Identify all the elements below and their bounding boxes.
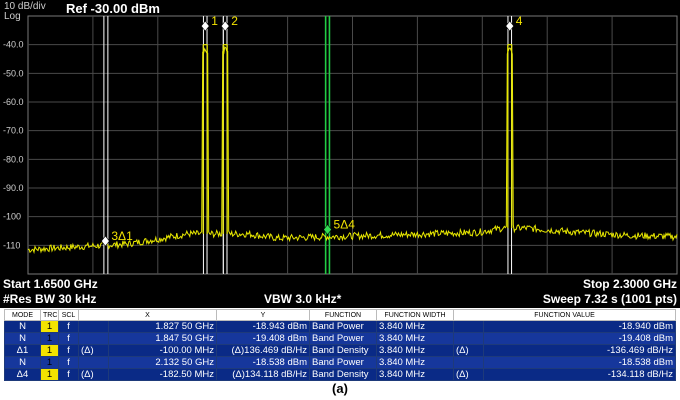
cell-function-value: -134.118 dB/Hz — [483, 368, 676, 381]
cell-function-width: 3.840 MHz — [376, 320, 455, 333]
cell-y: -18.943 dBm — [216, 320, 311, 333]
cell-x: 1.827 50 GHz — [107, 320, 218, 333]
cell-scl: f — [58, 344, 79, 357]
marker-label: 1 — [211, 14, 218, 28]
cell-function: Band Power — [309, 320, 378, 333]
analyzer-screen: -40.0 -50.0 -60.0 -70.0 -80.0 -90.0 -100 -110 1 2… — [0, 0, 680, 308]
cell-function-value: -18.940 dBm — [483, 320, 676, 333]
header-scl: SCL — [58, 309, 79, 321]
y-tick-label: -70.0 — [3, 126, 24, 136]
cell-y: (Δ)134.118 dB/Hz — [216, 368, 311, 381]
cell-value-prefix — [453, 320, 485, 333]
cell-function-value: -136.469 dB/Hz — [483, 344, 676, 357]
cell-trc: 1 — [40, 320, 59, 333]
header-function-width: FUNCTION WIDTH — [376, 309, 455, 321]
cell-value-prefix — [453, 356, 485, 369]
sweep: Sweep 7.32 s (1001 pts) — [542, 292, 677, 306]
header-mode: MODE — [4, 309, 41, 321]
cell-function: Band Power — [309, 356, 378, 369]
y-tick-label: -60.0 — [3, 97, 24, 107]
vbw: VBW 3.0 kHz* — [264, 292, 342, 306]
res-bw: #Res BW 30 kHz — [3, 292, 97, 306]
cell-trc: 1 — [40, 368, 59, 381]
table-row[interactable]: N 1 f 1.847 50 GHz -19.408 dBm Band Powe… — [4, 332, 676, 345]
cell-x-prefix — [78, 332, 109, 345]
cell-x: -100.00 MHz — [107, 344, 218, 357]
header-x: X — [77, 309, 218, 321]
marker-label: 3Δ1 — [111, 229, 133, 243]
cell-mode: N — [4, 320, 41, 333]
marker-diamond — [220, 20, 230, 32]
cell-scl: f — [58, 356, 79, 369]
cell-x-prefix — [78, 356, 109, 369]
cell-value-prefix — [453, 332, 485, 345]
cell-trc: 1 — [40, 332, 59, 345]
cell-x-prefix: (Δ) — [78, 344, 109, 357]
cell-y: -18.538 dBm — [216, 356, 311, 369]
cell-y: (Δ)136.469 dB/Hz — [216, 344, 311, 357]
cell-function-value: -18.538 dBm — [483, 356, 676, 369]
scale-label: 10 dB/div — [4, 1, 46, 12]
y-tick-label: -110 — [3, 240, 20, 250]
cell-function-width: 3.840 MHz — [376, 344, 455, 357]
cell-mode: Δ1 — [4, 344, 41, 357]
table-row[interactable]: N 1 f 1.827 50 GHz -18.943 dBm Band Powe… — [4, 320, 676, 333]
y-tick-label: -80.0 — [3, 154, 24, 164]
marker-diamond — [200, 20, 210, 32]
cell-scl: f — [58, 368, 79, 381]
ref-level: Ref -30.00 dBm — [66, 1, 160, 16]
y-tick-label: -40.0 — [3, 40, 24, 50]
cell-scl: f — [58, 332, 79, 345]
stop-frequency: Stop 2.3000 GHz — [582, 277, 677, 291]
marker-label: 4 — [516, 14, 523, 28]
spectrum-trace — [27, 46, 678, 255]
cell-x-prefix: (Δ) — [78, 368, 109, 381]
cell-mode: N — [4, 332, 41, 345]
cell-function-value: -19.408 dBm — [483, 332, 676, 345]
cell-function: Band Power — [309, 332, 378, 345]
table-row[interactable]: Δ1 1 f (Δ) -100.00 MHz (Δ)136.469 dB/Hz … — [4, 344, 676, 357]
start-frequency: Start 1.6500 GHz — [3, 277, 98, 291]
marker-table: MODE TRC SCL X Y FUNCTION FUNCTION WIDTH… — [4, 309, 676, 381]
cell-function: Band Density — [309, 344, 378, 357]
table-row[interactable]: N 1 f 2.132 50 GHz -18.538 dBm Band Powe… — [4, 356, 676, 369]
y-tick-label: -90.0 — [3, 183, 24, 193]
cell-function-width: 3.840 MHz — [376, 332, 455, 345]
marker-diamond — [505, 20, 515, 32]
table-row[interactable]: Δ4 1 f (Δ) -182.50 MHz (Δ)134.118 dB/Hz … — [4, 368, 676, 381]
header-y: Y — [216, 309, 311, 321]
marker-label: 2 — [231, 14, 238, 28]
cell-function-width: 3.840 MHz — [376, 356, 455, 369]
marker-diamond — [323, 224, 332, 236]
cell-y: -19.408 dBm — [216, 332, 311, 345]
cell-x-prefix — [78, 320, 109, 333]
cell-value-prefix: (Δ) — [453, 368, 485, 381]
cell-mode: N — [4, 356, 41, 369]
figure-caption: (a) — [332, 381, 348, 396]
cell-value-prefix: (Δ) — [453, 344, 485, 357]
cell-x: 2.132 50 GHz — [107, 356, 218, 369]
y-tick-label: -100 — [3, 212, 21, 222]
cell-trc: 1 — [40, 344, 59, 357]
cell-scl: f — [58, 320, 79, 333]
marker-diamond — [100, 235, 110, 247]
cell-x: -182.50 MHz — [107, 368, 218, 381]
log-label: Log — [4, 11, 21, 22]
header-trc: TRC — [40, 309, 59, 321]
cell-trc: 1 — [40, 356, 59, 369]
cell-function-width: 3.840 MHz — [376, 368, 455, 381]
cell-function: Band Density — [309, 368, 378, 381]
header-function-value: FUNCTION VALUE — [453, 309, 676, 321]
table-header-row: MODE TRC SCL X Y FUNCTION FUNCTION WIDTH… — [4, 309, 676, 321]
y-tick-label: -50.0 — [3, 68, 24, 78]
cell-mode: Δ4 — [4, 368, 41, 381]
spectrum-plot: -40.0 -50.0 -60.0 -70.0 -80.0 -90.0 -100 -110 1 2… — [3, 14, 678, 275]
cell-x: 1.847 50 GHz — [107, 332, 218, 345]
marker-label: 5Δ4 — [334, 218, 356, 232]
header-function: FUNCTION — [309, 309, 378, 321]
